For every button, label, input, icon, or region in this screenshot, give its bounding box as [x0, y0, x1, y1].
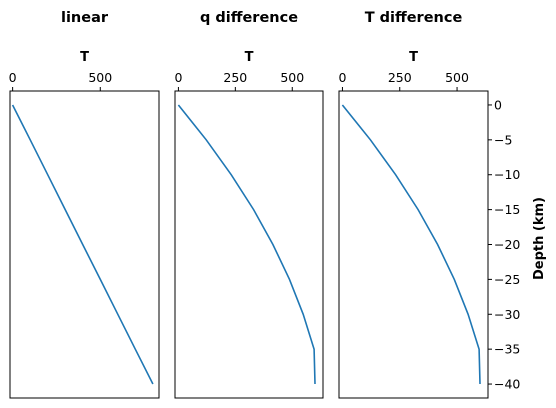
y-tick-label: −10 [494, 167, 520, 182]
y-tick-label: −35 [494, 342, 520, 357]
y-tick-label: −40 [494, 377, 520, 392]
y-tick-label: −20 [494, 237, 520, 252]
panel-3-title: T difference [365, 10, 463, 26]
panel-1-x-tick-label: 0 [9, 70, 17, 85]
y-tick-label: 0 [494, 97, 502, 112]
panel-3-frame [338, 90, 489, 399]
panel-2-series-line [177, 104, 316, 385]
panel-2-frame [174, 90, 324, 399]
panel-2-x-axis-label: T [245, 50, 254, 65]
y-tick-label: −15 [494, 202, 520, 217]
panel-3-x-tick-label: 250 [388, 70, 412, 85]
panel-3-series-line [341, 104, 481, 385]
panel-3-x-tick-label: 500 [445, 70, 469, 85]
panel-1-x-axis-label: T [80, 50, 89, 65]
panel-3-x-axis-label: T [409, 50, 418, 65]
y-tick-label: −25 [494, 272, 520, 287]
panel-2-x-tick-label: 250 [223, 70, 247, 85]
panel-2-x-tick-label: 500 [280, 70, 304, 85]
panel-1-title: linear [61, 10, 109, 26]
panel-1-series-line [11, 104, 154, 385]
panel-1-x-tick-label: 500 [88, 70, 112, 85]
y-axis-label: Depth (km) [532, 197, 547, 280]
panel-2-title: q difference [200, 10, 298, 26]
panel-1-frame [9, 90, 160, 399]
y-tick-label: −30 [494, 307, 520, 322]
panel-2-x-tick-label: 0 [174, 70, 182, 85]
panel-3-x-tick-label: 0 [338, 70, 346, 85]
y-tick-label: −5 [494, 132, 512, 147]
